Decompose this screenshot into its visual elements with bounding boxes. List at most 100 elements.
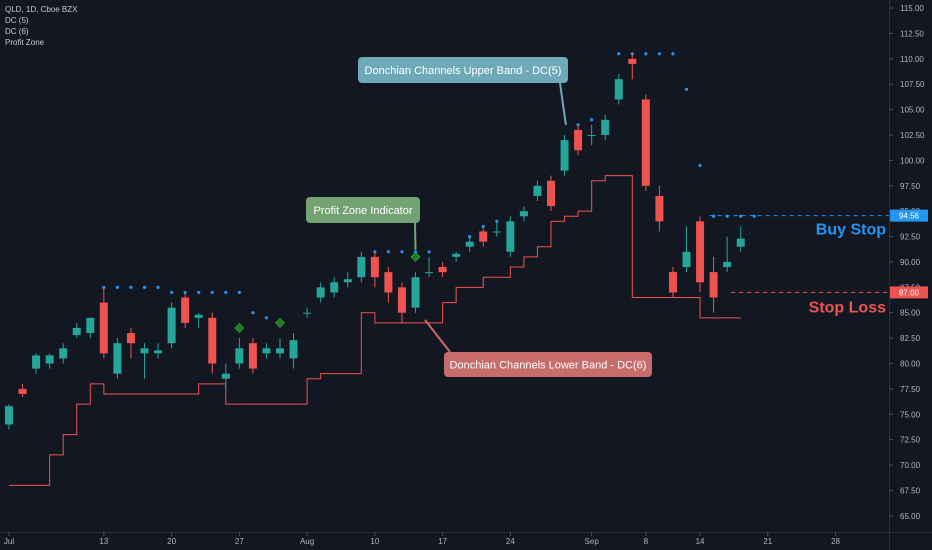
chart-legend: QLD, 1D, Cboe BZX DC (5) DC (6) Profit Z…: [5, 4, 77, 48]
upper-band-dot: [142, 285, 147, 289]
candle-body: [330, 282, 339, 293]
upper-band-dot: [400, 250, 404, 254]
buy-stop-price: 94.56: [899, 212, 920, 221]
candle-body: [492, 231, 501, 233]
candle-body: [262, 348, 271, 354]
annotation-box: [306, 197, 420, 223]
upper-band-dot: [752, 214, 756, 218]
upper-band-dot: [264, 316, 269, 320]
y-tick-label: 80.00: [900, 360, 921, 369]
candle-body: [99, 302, 108, 354]
candle-body: [235, 348, 244, 364]
y-tick-label: 102.50: [900, 131, 925, 140]
legend-item-dc6[interactable]: DC (6): [5, 27, 29, 36]
candle-body: [18, 388, 27, 394]
y-tick-label: 75.00: [900, 410, 921, 419]
candle-body: [465, 241, 474, 247]
annotation-box: [444, 352, 652, 377]
x-tick-label: 10: [370, 537, 379, 546]
y-tick-label: 92.50: [900, 233, 921, 242]
candle-body: [303, 312, 312, 314]
upper-band-dot: [156, 285, 160, 289]
annotation-text: Profit Zone Indicator: [313, 205, 412, 217]
y-tick-label: 115.00: [900, 4, 924, 13]
candle-body: [208, 317, 217, 364]
candle-body: [140, 348, 149, 354]
upper-band-dot: [210, 290, 214, 295]
y-tick-label: 112.50: [900, 29, 924, 38]
x-tick-label: 27: [235, 537, 244, 546]
upper-band-dot: [684, 87, 689, 91]
candle-body: [113, 343, 122, 374]
y-tick-label: 72.50: [900, 436, 921, 445]
profit-zone-marker: [234, 323, 245, 333]
candle-body: [736, 238, 745, 247]
candle-body: [276, 348, 284, 354]
upper-band-dot: [373, 250, 377, 254]
candle-body: [221, 373, 230, 379]
candle-body: [126, 333, 135, 344]
candle-body: [45, 355, 54, 364]
candle-body: [696, 221, 705, 283]
annotation-pointer: [414, 222, 417, 250]
candle-body: [709, 272, 718, 298]
candle-body: [289, 340, 298, 359]
legend-item-profit-zone[interactable]: Profit Zone: [5, 38, 45, 47]
candle-body: [59, 348, 68, 359]
y-tick-label: 82.50: [900, 334, 921, 343]
upper-band-dot: [170, 290, 174, 295]
annotation-pointer: [424, 319, 451, 353]
candle-body: [357, 256, 366, 278]
candle-body: [655, 195, 664, 222]
candle-body: [587, 135, 596, 137]
stop-loss-price: 87.00: [899, 288, 920, 297]
candle-body: [668, 272, 677, 293]
upper-band-dot: [644, 52, 648, 56]
upper-band-dot: [386, 250, 390, 254]
upper-band-dot: [413, 250, 418, 254]
profit-zone-marker: [275, 317, 285, 328]
y-tick-label: 107.50: [900, 80, 925, 89]
stop-loss-price-tag: [890, 286, 928, 299]
annotation-box: [358, 57, 568, 83]
candle-body: [425, 272, 434, 274]
lower-band-line: [9, 175, 741, 486]
candle-body: [614, 79, 623, 100]
legend-item-dc5[interactable]: DC (5): [5, 16, 29, 25]
upper-band-dot: [197, 290, 201, 295]
candle-body: [397, 287, 406, 313]
candle-body: [519, 211, 528, 217]
x-tick-label: Jul: [4, 537, 14, 546]
candle-body: [574, 129, 583, 151]
buy-stop-price-tag: [890, 209, 928, 222]
x-tick-label: 20: [167, 537, 176, 546]
annotation-text: Donchian Channels Lower Band - DC(6): [450, 360, 647, 372]
candle-body: [72, 327, 81, 336]
upper-band-dot: [427, 250, 431, 254]
x-tick-label: 8: [644, 537, 649, 546]
x-tick-label: Aug: [300, 537, 314, 546]
candle-body: [533, 185, 542, 196]
candle-body: [343, 279, 352, 283]
x-tick-label: 21: [763, 537, 772, 546]
upper-band-dot: [129, 285, 133, 289]
candle-body: [5, 406, 13, 425]
x-tick-label: Sep: [585, 537, 600, 546]
profit-zone-marker: [410, 251, 421, 262]
candle-body: [370, 256, 379, 278]
y-tick-label: 105.00: [900, 106, 925, 115]
candle-body: [628, 58, 637, 64]
upper-band-dot: [115, 285, 119, 289]
legend-symbol[interactable]: QLD, 1D, Cboe BZX: [5, 5, 78, 14]
candle-body: [560, 140, 569, 171]
upper-band-dot: [590, 118, 594, 122]
x-tick-label: 28: [831, 537, 840, 546]
candle-body: [181, 297, 190, 323]
annotation-text: Donchian Channels Upper Band - DC(5): [365, 65, 562, 77]
candle-body: [32, 355, 41, 369]
upper-band-dot: [698, 163, 702, 168]
candle-body: [167, 307, 176, 344]
upper-band-dot: [725, 214, 729, 218]
upper-band-dot: [251, 311, 255, 315]
